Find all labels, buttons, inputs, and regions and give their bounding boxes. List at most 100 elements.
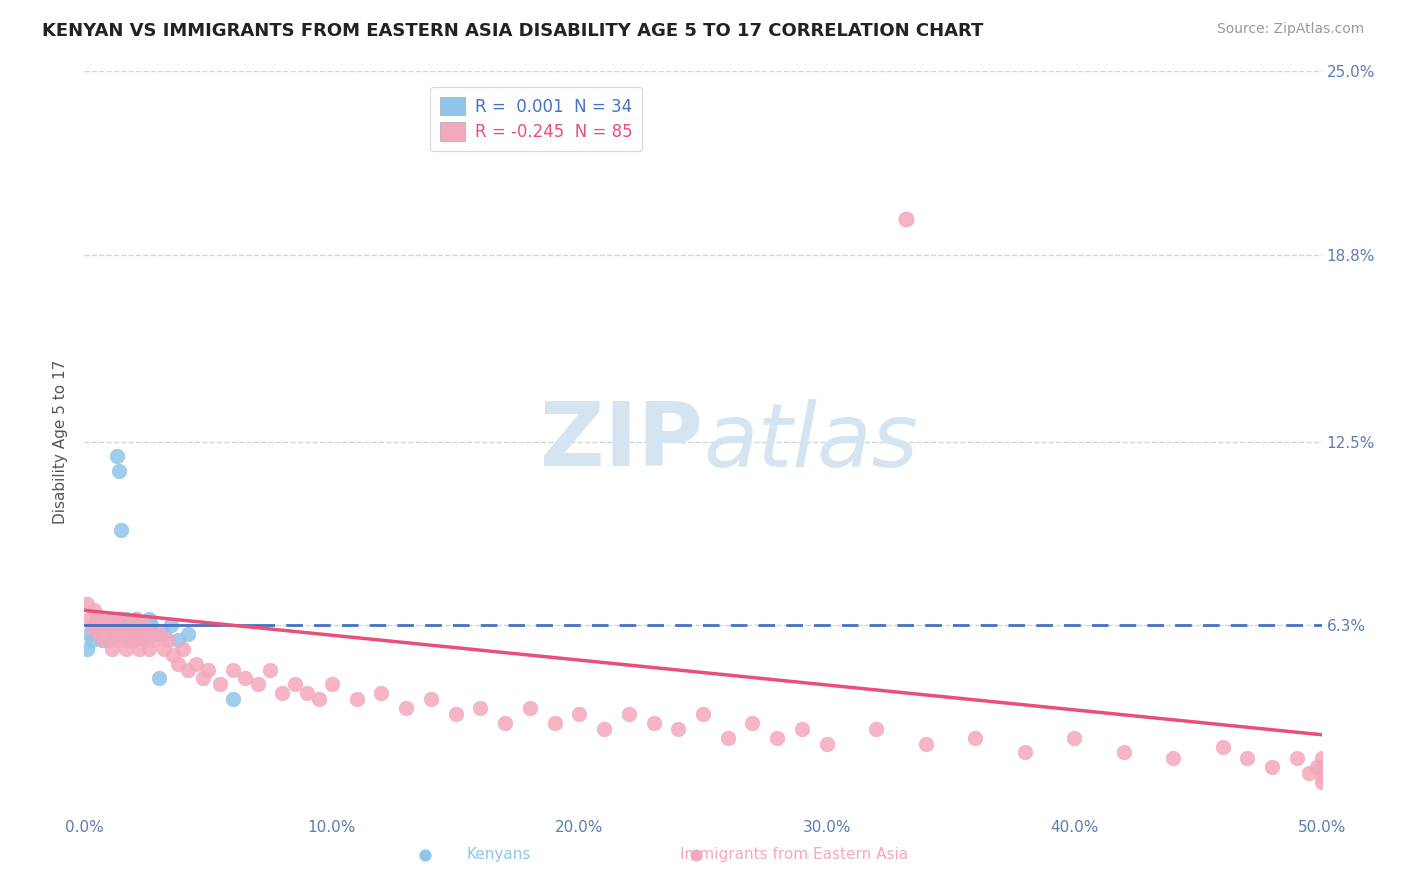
- Point: [152, 641, 174, 656]
- Point: [1212, 739, 1234, 754]
- Point: [790, 722, 813, 736]
- Point: [172, 641, 194, 656]
- Point: [148, 672, 170, 686]
- Point: [370, 686, 392, 700]
- Point: [717, 731, 740, 745]
- Point: [184, 657, 207, 671]
- Point: [685, 847, 707, 862]
- Point: [83, 618, 105, 632]
- Point: [444, 706, 467, 721]
- Point: [125, 612, 148, 626]
- Point: [120, 632, 142, 647]
- Text: Kenyans: Kenyans: [467, 847, 531, 862]
- Point: [741, 715, 763, 730]
- Point: [643, 715, 665, 730]
- Point: [98, 627, 121, 641]
- Point: [413, 847, 436, 862]
- Point: [89, 627, 111, 641]
- Point: [308, 692, 330, 706]
- Point: [79, 627, 101, 641]
- Point: [79, 612, 101, 626]
- Point: [494, 715, 516, 730]
- Text: Source: ZipAtlas.com: Source: ZipAtlas.com: [1216, 22, 1364, 37]
- Point: [86, 612, 108, 626]
- Point: [271, 686, 294, 700]
- Point: [125, 612, 148, 626]
- Point: [1014, 746, 1036, 760]
- Point: [105, 632, 128, 647]
- Point: [141, 627, 163, 641]
- Point: [162, 648, 184, 662]
- Point: [1236, 751, 1258, 765]
- Point: [666, 722, 689, 736]
- Point: [197, 663, 219, 677]
- Point: [157, 632, 180, 647]
- Point: [1112, 746, 1135, 760]
- Point: [419, 692, 441, 706]
- Point: [259, 663, 281, 677]
- Point: [865, 722, 887, 736]
- Point: [470, 701, 492, 715]
- Point: [108, 464, 131, 478]
- Point: [89, 627, 111, 641]
- Point: [1161, 751, 1184, 765]
- Point: [246, 677, 269, 691]
- Text: KENYAN VS IMMIGRANTS FROM EASTERN ASIA DISABILITY AGE 5 TO 17 CORRELATION CHART: KENYAN VS IMMIGRANTS FROM EASTERN ASIA D…: [42, 22, 984, 40]
- Point: [76, 598, 98, 612]
- Point: [1261, 760, 1284, 774]
- Point: [152, 627, 174, 641]
- Legend: R =  0.001  N = 34, R = -0.245  N = 85: R = 0.001 N = 34, R = -0.245 N = 85: [430, 87, 643, 151]
- Point: [132, 618, 155, 632]
- Y-axis label: Disability Age 5 to 17: Disability Age 5 to 17: [53, 359, 69, 524]
- Point: [167, 632, 190, 647]
- Point: [766, 731, 789, 745]
- Point: [118, 627, 141, 641]
- Point: [209, 677, 232, 691]
- Point: [122, 618, 145, 632]
- Point: [222, 692, 245, 706]
- Point: [118, 618, 141, 632]
- Point: [129, 627, 152, 641]
- Point: [135, 632, 157, 647]
- Point: [222, 663, 245, 677]
- Point: [103, 618, 125, 632]
- Point: [142, 632, 165, 647]
- Point: [284, 677, 307, 691]
- Point: [1305, 760, 1327, 774]
- Point: [191, 672, 214, 686]
- Point: [112, 632, 135, 647]
- Point: [519, 701, 541, 715]
- Point: [965, 731, 987, 745]
- Point: [138, 641, 160, 656]
- Point: [76, 641, 98, 656]
- Point: [129, 618, 152, 632]
- Point: [346, 692, 368, 706]
- Point: [100, 612, 122, 626]
- Point: [568, 706, 591, 721]
- Point: [108, 627, 131, 641]
- Text: atlas: atlas: [703, 399, 918, 484]
- Point: [80, 632, 103, 647]
- Point: [115, 612, 138, 626]
- Point: [141, 618, 163, 632]
- Point: [80, 621, 103, 635]
- Point: [914, 737, 936, 751]
- Text: Immigrants from Eastern Asia: Immigrants from Eastern Asia: [681, 847, 908, 862]
- Point: [617, 706, 640, 721]
- Point: [128, 641, 150, 656]
- Point: [86, 612, 108, 626]
- Point: [321, 677, 343, 691]
- Point: [98, 632, 121, 647]
- Point: [100, 641, 122, 656]
- Point: [120, 627, 142, 641]
- Point: [177, 627, 200, 641]
- Point: [167, 657, 190, 671]
- Point: [142, 627, 165, 641]
- Point: [233, 672, 256, 686]
- Point: [128, 627, 150, 641]
- Point: [148, 627, 170, 641]
- Point: [132, 627, 155, 641]
- Point: [543, 715, 565, 730]
- Point: [815, 737, 838, 751]
- Point: [1063, 731, 1085, 745]
